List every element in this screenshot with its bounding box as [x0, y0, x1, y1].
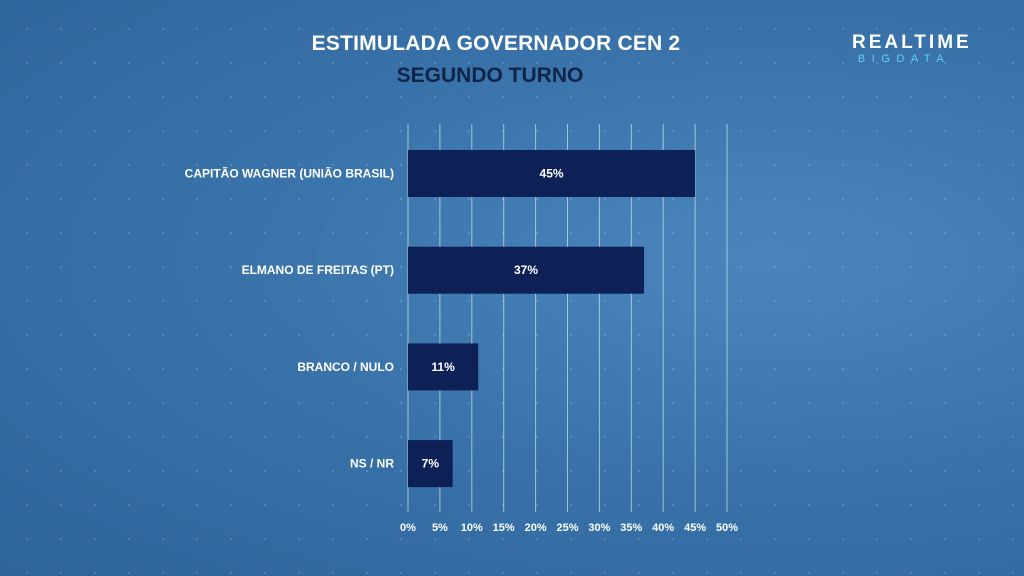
bar-value-label: 45% — [540, 167, 564, 181]
bars-group: 45% 37% 11% 7% — [408, 150, 696, 488]
x-tick-label: 15% — [493, 522, 515, 534]
x-axis-tick-labels: 0% 5% 10% 15% 20% 25% 30% 35% 40% 45% 50% — [400, 522, 738, 534]
bar — [408, 343, 479, 391]
x-tick-label: 40% — [652, 522, 674, 534]
bar-value-label: 7% — [422, 457, 440, 471]
x-tick-label: 25% — [556, 522, 578, 534]
brand-logo: REALTIME BIGDATA — [852, 32, 972, 65]
category-labels: CAPITÃO WAGNER (UNIÃO BRASIL) ELMANO DE F… — [185, 166, 395, 471]
x-tick-label: 30% — [588, 522, 610, 534]
brand-logo-line2: BIGDATA — [857, 53, 951, 65]
x-tick-label: 20% — [525, 522, 547, 534]
category-label: NS / NR — [350, 457, 394, 471]
x-tick-label: 50% — [716, 522, 738, 534]
chart-title: ESTIMULADA GOVERNADOR CEN 2 — [311, 32, 681, 55]
bar-value-label: 37% — [514, 263, 538, 277]
x-tick-label: 0% — [400, 522, 416, 534]
x-tick-label: 35% — [620, 522, 642, 534]
category-label: BRANCO / NULO — [297, 360, 394, 374]
category-label: CAPITÃO WAGNER (UNIÃO BRASIL) — [185, 166, 394, 181]
bar-value-label: 11% — [431, 360, 455, 374]
bar — [408, 440, 453, 488]
chart-subtitle: SEGUNDO TURNO — [396, 64, 584, 87]
bar — [408, 150, 696, 197]
x-tick-label: 5% — [432, 522, 448, 534]
x-tick-label: 10% — [461, 522, 483, 534]
category-label: ELMANO DE FREITAS (PT) — [242, 263, 394, 277]
x-tick-label: 45% — [684, 522, 706, 534]
bar — [408, 246, 645, 294]
brand-logo-line1: REALTIME — [852, 32, 972, 53]
